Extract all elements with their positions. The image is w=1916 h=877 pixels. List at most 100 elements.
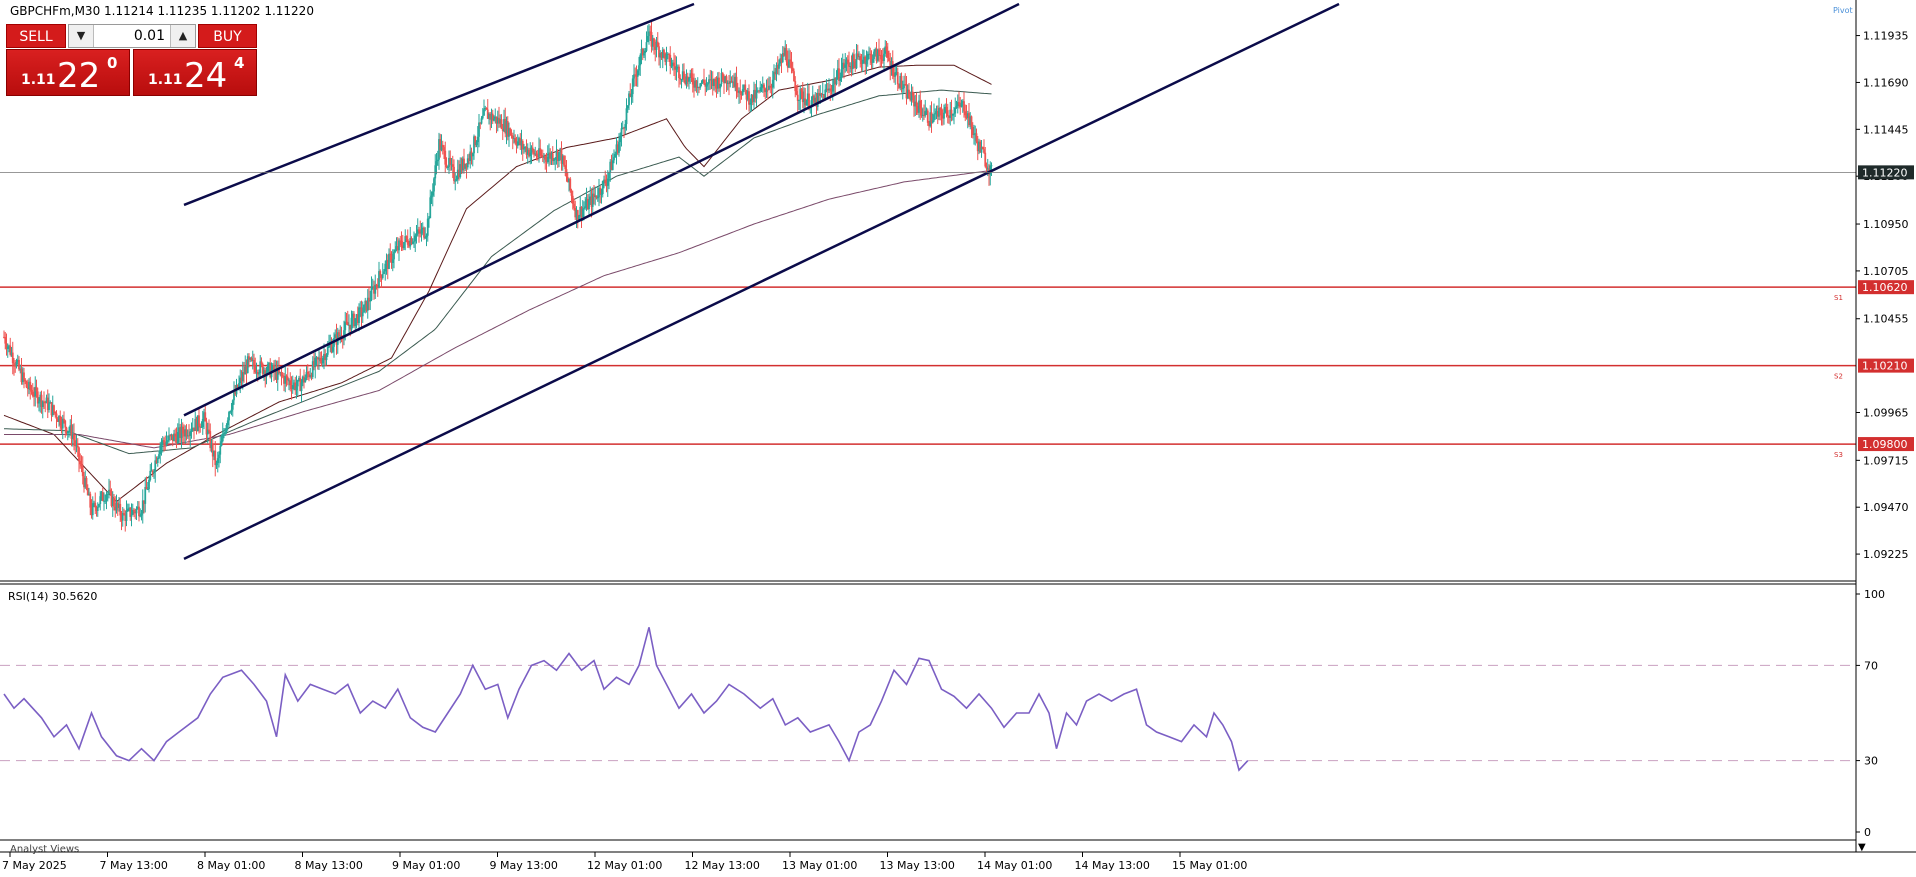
candle-body: [764, 88, 767, 93]
candle-body: [86, 487, 89, 496]
lot-size-field[interactable]: ▼ 0.01 ▲: [68, 24, 196, 48]
candle-body: [685, 76, 688, 85]
buy-button[interactable]: BUY: [198, 24, 257, 48]
candle-body: [798, 99, 800, 101]
candle-body: [848, 62, 850, 67]
candle-body: [3, 336, 5, 338]
candle-body: [936, 111, 939, 117]
channel-line-3[interactable]: [183, 2, 1340, 560]
candle-body: [686, 76, 689, 82]
candle-body: [958, 102, 960, 105]
candle-body: [11, 352, 14, 364]
candle-body: [974, 133, 977, 135]
candle-body: [329, 344, 332, 346]
candle-body: [618, 142, 620, 153]
channel-line-1[interactable]: [183, 2, 695, 207]
lot-size-value[interactable]: 0.01: [133, 28, 165, 44]
candle-body: [268, 362, 270, 365]
candle-body: [709, 79, 712, 81]
sell-button[interactable]: SELL: [6, 24, 66, 48]
candle-body: [258, 372, 260, 375]
candle-body: [199, 426, 202, 428]
candle-body: [754, 89, 757, 99]
candle-body: [201, 418, 204, 427]
level-name-label: S2: [1834, 373, 1843, 381]
time-tick-label: 12 May 01:00: [587, 859, 662, 872]
candle-body: [188, 435, 190, 437]
candle-body: [451, 164, 454, 167]
candle-body: [775, 65, 778, 75]
candle-body: [970, 116, 973, 127]
candle-body: [509, 128, 512, 136]
candle-body: [94, 502, 97, 508]
candle-body: [374, 284, 377, 294]
candle-body: [921, 114, 924, 116]
candle-body: [659, 53, 662, 58]
candle-body: [788, 59, 790, 68]
candle-body: [365, 300, 368, 311]
candle-body: [731, 81, 734, 83]
candle-body: [23, 372, 25, 380]
candle-body: [431, 191, 434, 196]
channel-line-2[interactable]: [183, 2, 1020, 417]
scroll-arrow-icon[interactable]: ▼: [1858, 842, 1866, 853]
candle-body: [938, 108, 940, 117]
candle-body: [453, 166, 455, 181]
sell-price-box[interactable]: 1.11 22 0: [6, 49, 130, 96]
candle-body: [965, 115, 968, 119]
candle-body: [111, 498, 114, 506]
candle-body: [850, 65, 853, 70]
lot-increase-icon[interactable]: ▲: [170, 25, 195, 47]
candle-body: [591, 193, 594, 207]
candle-body: [889, 61, 892, 70]
candle-body: [621, 127, 624, 129]
candle-body: [350, 317, 353, 330]
candle-body: [341, 338, 344, 340]
candle-body: [989, 165, 992, 175]
candle-body: [426, 218, 429, 236]
candle-body: [519, 138, 522, 146]
candle-body: [351, 313, 354, 318]
candle-body: [475, 142, 478, 145]
candle-body: [935, 111, 938, 114]
buy-price-sup: 4: [234, 54, 245, 72]
candle-body: [556, 150, 559, 162]
candle-body: [856, 53, 859, 57]
candle-body: [484, 107, 487, 110]
candle-body: [166, 440, 169, 442]
level-price-box: [1858, 358, 1914, 373]
candle-body: [309, 375, 312, 377]
candle-body: [404, 236, 407, 243]
candle-body: [269, 362, 272, 378]
level-price-label: 1.10210: [1862, 360, 1908, 373]
candle-body: [603, 179, 605, 182]
candle-body: [339, 335, 342, 337]
candle-body: [975, 133, 978, 142]
candle-body: [231, 400, 234, 410]
candle-body: [774, 71, 777, 75]
candle-body: [470, 151, 473, 157]
candle-body: [344, 321, 347, 331]
buy-price-box[interactable]: 1.11 24 4: [133, 49, 257, 96]
candle-body: [873, 51, 875, 60]
candle-body: [860, 60, 863, 65]
candle-body: [641, 48, 644, 56]
candle-body: [678, 66, 680, 79]
candle-body: [613, 157, 615, 161]
analyst-views-label[interactable]: Analyst Views: [10, 844, 79, 855]
candle-body: [739, 90, 742, 94]
candle-body: [648, 31, 650, 37]
lot-decrease-icon[interactable]: ▼: [69, 25, 94, 47]
candle-body: [311, 361, 314, 378]
candle-body: [396, 246, 399, 251]
rsi-tick-label: 30: [1864, 755, 1878, 768]
candle-body: [246, 356, 249, 373]
sell-price-sup: 0: [107, 54, 118, 72]
candle-body: [913, 95, 915, 107]
candle-body: [486, 109, 489, 119]
candle-body: [598, 188, 600, 198]
candle-body: [986, 168, 989, 170]
candle-body: [755, 90, 758, 99]
